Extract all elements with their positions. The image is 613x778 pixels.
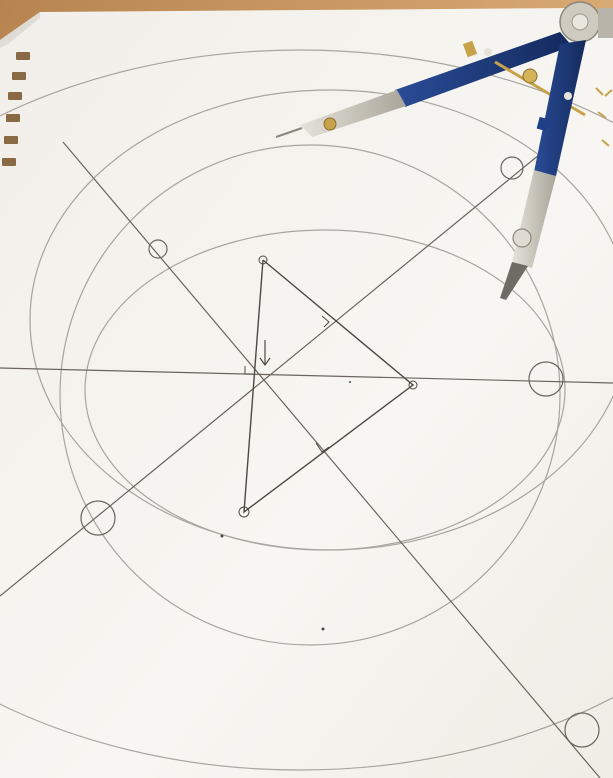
line-horizontal	[0, 367, 613, 384]
binding-holes	[2, 52, 30, 166]
marker-bottom-right	[564, 712, 600, 748]
intersection-markers	[80, 156, 600, 748]
paper-shadow	[0, 12, 40, 48]
pencil-dots	[220, 381, 351, 631]
marker-top-right	[500, 156, 524, 180]
compass-right-screw	[512, 228, 532, 248]
compass-lead-holder	[500, 262, 528, 300]
line-diagonal-down	[62, 141, 601, 778]
circle-top-arc	[29, 89, 613, 551]
arrow-mark	[259, 340, 271, 367]
compass-left-leg-blue	[395, 32, 572, 107]
pencil-shavings	[595, 87, 613, 147]
drawing-compass	[275, 1, 613, 300]
triangle	[243, 259, 415, 514]
construction-circles	[0, 49, 613, 771]
line-diagonal-up	[0, 149, 546, 597]
compass-left-screw	[323, 117, 337, 131]
right-angle-mark-upper	[321, 315, 330, 328]
compass-needle	[275, 127, 303, 138]
right-angle-mark-center	[244, 366, 253, 375]
marker-right	[528, 361, 564, 397]
big-circle-outer	[0, 49, 613, 771]
right-angle-marks	[244, 315, 330, 453]
compass-right-leg-blue	[534, 40, 586, 176]
big-circle-middle	[59, 144, 561, 646]
compass-rod-wheel	[522, 68, 538, 84]
construction-lines	[0, 141, 613, 778]
right-angle-mark-lower	[315, 442, 330, 453]
vertex-circles	[238, 255, 418, 518]
marker-left	[80, 500, 116, 536]
marker-upper-left	[148, 239, 168, 259]
